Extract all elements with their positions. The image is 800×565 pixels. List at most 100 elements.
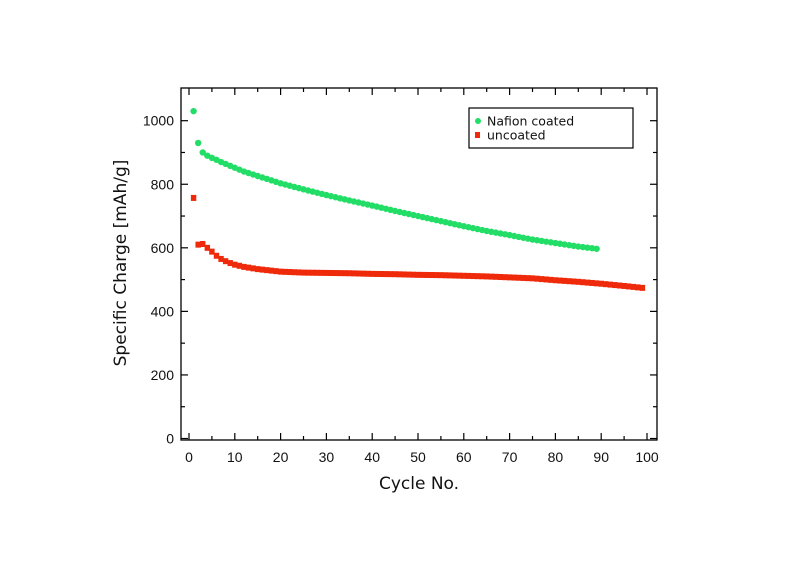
legend-marker-nafion-coated <box>475 118 481 124</box>
data-point <box>236 262 243 269</box>
data-point <box>218 255 224 262</box>
data-point <box>593 280 600 287</box>
x-tick-label: 80 <box>548 449 564 465</box>
data-point <box>589 279 595 286</box>
x-tick-label: 40 <box>364 449 380 465</box>
data-point <box>300 269 307 276</box>
data-point <box>598 280 604 287</box>
legend-box <box>468 107 634 149</box>
data-point <box>323 269 330 276</box>
data-point <box>461 272 467 279</box>
data-point <box>268 267 275 274</box>
data-point <box>488 273 494 280</box>
data-point <box>543 276 549 283</box>
legend-marker-uncoated <box>475 132 480 138</box>
data-point <box>497 273 504 280</box>
data-point <box>337 270 343 277</box>
data-point <box>424 271 430 278</box>
data-point <box>277 268 284 275</box>
data-point <box>630 283 636 290</box>
data-point <box>383 271 389 278</box>
legend-label-nafion-coated: Nafion coated <box>487 114 574 129</box>
data-point <box>566 278 572 285</box>
data-point <box>369 270 375 277</box>
data-point <box>433 272 440 279</box>
x-tick-label: 0 <box>185 449 193 465</box>
data-point <box>222 258 229 265</box>
data-point <box>607 281 614 288</box>
data-point <box>287 269 293 276</box>
data-point <box>474 273 481 280</box>
y-tick-label: 1000 <box>143 113 174 129</box>
data-point <box>213 252 220 259</box>
data-point <box>319 269 325 276</box>
x-tick-label: 10 <box>227 449 243 465</box>
data-point <box>241 263 247 270</box>
data-point <box>557 277 563 284</box>
data-point <box>529 275 536 282</box>
data-point <box>190 194 197 201</box>
x-tick-label: 90 <box>593 449 609 465</box>
series-nafion-coated <box>190 107 600 252</box>
data-point <box>580 279 586 286</box>
data-point <box>625 283 632 290</box>
data-point <box>255 266 261 273</box>
data-point <box>502 274 508 281</box>
data-point <box>401 271 407 278</box>
x-tick-label: 50 <box>410 449 426 465</box>
data-point <box>410 271 417 278</box>
y-tick-label: 600 <box>151 240 175 256</box>
data-point <box>314 269 320 276</box>
data-point <box>538 276 545 283</box>
data-point <box>378 271 385 278</box>
legend: Nafion coated uncoated <box>468 107 634 149</box>
data-point <box>419 271 426 278</box>
data-point <box>364 270 371 277</box>
data-point <box>616 282 623 289</box>
data-point <box>227 260 233 267</box>
y-tick-label: 0 <box>166 431 174 447</box>
data-point <box>552 277 559 284</box>
data-point <box>332 270 339 277</box>
data-point <box>309 269 316 276</box>
data-point <box>250 265 256 272</box>
data-point <box>264 267 270 274</box>
data-point <box>621 282 627 289</box>
y-tick-label: 400 <box>151 303 175 319</box>
data-point <box>511 274 517 281</box>
data-point <box>232 261 238 268</box>
data-point <box>635 284 641 291</box>
data-point <box>603 281 609 288</box>
data-point <box>392 271 398 278</box>
data-point <box>456 272 462 279</box>
y-tick-label: 200 <box>151 367 175 383</box>
data-point <box>342 270 348 277</box>
data-point <box>273 268 279 275</box>
data-point <box>438 272 444 279</box>
data-point <box>484 273 490 280</box>
data-point <box>374 270 380 277</box>
y-axis-title: Specific Charge [mAh/g] <box>111 160 131 367</box>
data-point <box>387 271 394 278</box>
data-point <box>561 277 568 284</box>
data-point <box>534 275 540 282</box>
data-point <box>328 269 334 276</box>
legend-label-uncoated: uncoated <box>487 128 546 143</box>
data-point <box>575 278 581 285</box>
data-point <box>612 282 618 289</box>
data-point <box>479 273 485 280</box>
data-point <box>442 272 449 279</box>
data-point <box>291 269 298 276</box>
data-point <box>204 244 211 251</box>
data-point <box>593 245 600 252</box>
data-point <box>360 270 366 277</box>
data-point <box>465 272 472 279</box>
x-tick-label: 100 <box>635 449 659 465</box>
data-point <box>516 274 522 281</box>
data-series <box>190 107 646 291</box>
data-point <box>548 276 554 283</box>
x-tick-label: 20 <box>273 449 289 465</box>
data-point <box>194 139 202 147</box>
